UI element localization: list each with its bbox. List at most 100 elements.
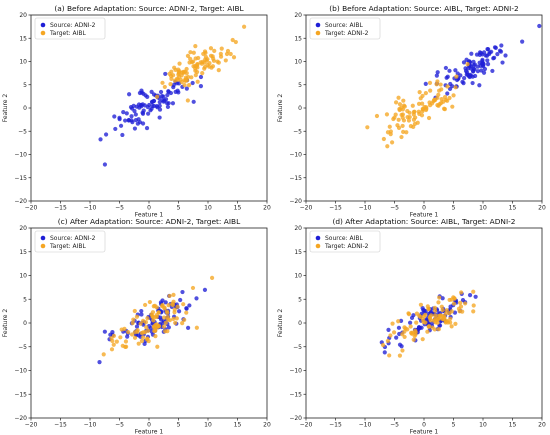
y-axis-label: Feature 2 [2,94,9,123]
legend-marker [315,235,321,241]
data-point [172,307,177,312]
data-point [401,129,406,134]
data-point [231,55,237,60]
data-point [385,144,390,149]
data-point [387,353,392,358]
series-1 [380,289,476,358]
x-tick-label: −15 [329,422,342,429]
data-point [225,48,231,54]
y-tick-label: 20 [19,12,27,19]
series-0 [423,23,542,100]
data-point [397,331,402,337]
data-point [127,92,132,97]
data-point [391,330,397,335]
data-point [166,325,171,330]
data-point [188,50,193,55]
x-tick-label: −10 [359,422,372,429]
data-point [453,68,458,73]
data-point [465,62,470,67]
data-point [160,80,165,85]
data-point [179,79,184,85]
data-point [153,334,158,339]
data-point [394,335,399,340]
data-point [182,82,187,88]
data-point [187,303,192,308]
data-point [183,75,188,80]
data-point [406,311,411,316]
data-point [199,61,204,66]
data-point [467,292,473,298]
y-tick-label: 0 [23,105,27,112]
data-point [396,319,401,324]
data-point [165,104,171,110]
data-point [422,308,427,313]
data-point [163,71,168,77]
legend-box [309,230,381,253]
data-point [400,332,405,337]
data-point [374,113,380,119]
x-tick-label: −10 [84,422,97,429]
data-point [384,112,390,117]
data-point [437,88,442,93]
data-point [442,107,447,112]
data-point [460,79,465,85]
data-point [470,80,475,86]
data-point [420,109,425,114]
legend-marker [315,243,321,249]
data-point [436,103,441,108]
data-point [102,162,108,167]
data-point [397,102,403,107]
data-point [411,313,416,318]
data-point [495,52,500,57]
y-tick-label: −20 [289,198,302,205]
data-point [484,53,490,58]
data-point [142,341,147,347]
x-tick-label: −10 [359,205,372,212]
data-point [129,332,135,337]
points-layer [97,275,215,365]
legend-box [309,17,381,40]
data-point [439,304,444,309]
legend-marker [315,30,321,36]
data-point [207,60,212,66]
x-tick-label: 20 [538,422,546,429]
data-point [450,104,455,109]
data-point [208,53,214,58]
data-point [392,115,397,120]
data-point [406,118,412,123]
data-point [143,93,148,98]
data-point [423,312,428,317]
data-point [216,68,221,73]
data-point [145,316,150,321]
data-point [97,360,102,365]
data-point [178,297,183,303]
legend-marker [40,22,46,28]
data-point [432,308,438,313]
y-tick-label: 15 [294,35,302,42]
y-tick-label: −20 [289,415,302,422]
data-point [163,320,168,325]
data-point [139,312,144,317]
data-point [101,352,106,357]
data-point [500,60,505,65]
data-point [191,99,196,104]
data-point [140,102,145,107]
data-point [423,81,428,86]
data-point [397,353,403,358]
data-point [162,305,167,310]
data-point [395,123,400,128]
data-point [426,115,432,121]
x-tick-label: −20 [300,422,313,429]
data-point [124,344,129,349]
data-point [441,316,446,321]
data-point [132,108,137,114]
x-tick-label: 5 [452,422,456,429]
data-point [459,290,464,295]
data-point [171,299,176,304]
data-point [485,58,490,63]
data-point [436,314,441,319]
data-point [388,333,393,338]
data-point [171,73,176,78]
data-point [166,303,171,308]
